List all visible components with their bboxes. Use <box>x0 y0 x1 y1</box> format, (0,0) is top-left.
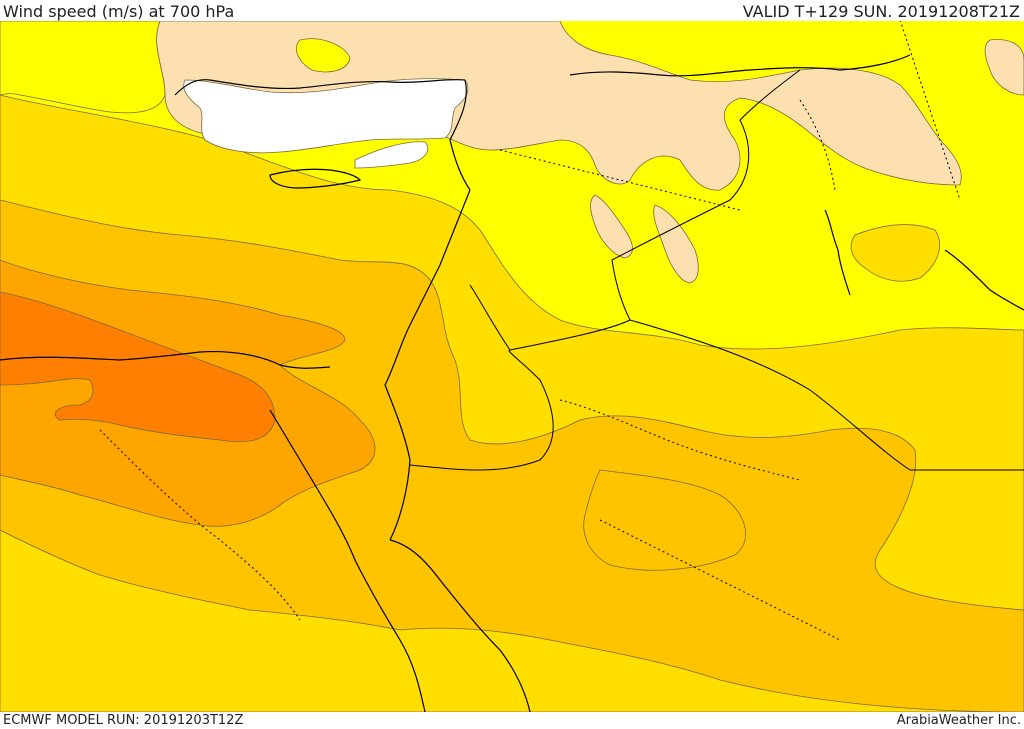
borders-solid <box>409 69 1024 471</box>
band-peach-east <box>984 39 1024 96</box>
map-header: Wind speed (m/s) at 700 hPa VALID T+129 … <box>0 0 1024 21</box>
model-run: ECMWF MODEL RUN: 20191203T12Z <box>3 713 244 728</box>
band-yellow-pocket <box>296 38 351 73</box>
coastlines <box>0 54 1024 712</box>
borders <box>99 21 961 641</box>
band-white-calm <box>183 78 469 154</box>
band-dark-orange <box>0 291 276 443</box>
wind-field-svg <box>0 21 1024 712</box>
band-yellow-med <box>0 21 166 114</box>
map-title: Wind speed (m/s) at 700 hPa <box>3 2 235 21</box>
band-amber-east <box>583 469 746 571</box>
band-peach-lake <box>653 204 699 284</box>
map-footer: ECMWF MODEL RUN: 20191203T12Z ArabiaWeat… <box>0 712 1024 729</box>
band-gold-gulf <box>850 224 940 282</box>
valid-time: VALID T+129 SUN. 20191208T21Z <box>742 2 1020 21</box>
band-peach-lake2 <box>590 194 633 259</box>
provider-credit: ArabiaWeather Inc. <box>896 713 1021 728</box>
wind-speed-map <box>0 21 1024 712</box>
band-white-cyprus <box>354 141 429 169</box>
